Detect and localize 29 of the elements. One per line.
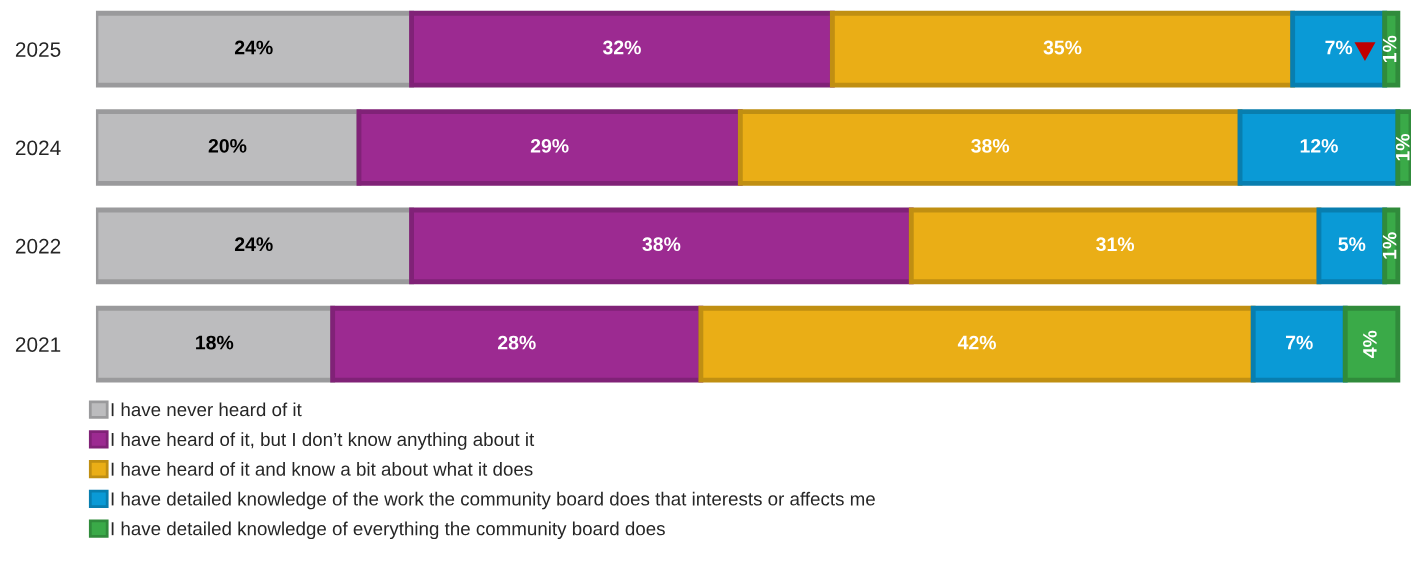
- data-label: 7%: [1325, 40, 1353, 55]
- data-label: 18%: [196, 335, 234, 350]
- data-label: 1%: [1382, 232, 1397, 259]
- data-label: 1%: [1395, 133, 1410, 161]
- y-tick-label: 2025: [15, 42, 61, 57]
- legend-label: I have detailed knowledge of the work the community board does that interests or affects me: [111, 491, 875, 510]
- data-label: 1%: [1382, 35, 1397, 62]
- data-label: 5%: [1338, 237, 1366, 252]
- data-label: 42%: [957, 335, 996, 350]
- data-label: 7%: [1286, 335, 1313, 350]
- legend-label: I have detailed knowledge of everything the community board does: [111, 521, 665, 540]
- data-label: 31%: [1096, 237, 1135, 252]
- data-label: 38%: [642, 237, 681, 252]
- y-tick-label: 2024: [15, 140, 61, 156]
- data-label: 35%: [1043, 40, 1082, 55]
- y-tick-label: 2021: [15, 337, 61, 352]
- data-label: 32%: [602, 40, 641, 55]
- legend-label: I have heard of it, but I don’t know anything about it: [111, 432, 535, 450]
- y-tick-label: 2022: [15, 238, 61, 254]
- data-label: 20%: [208, 138, 247, 153]
- data-label: 24%: [234, 40, 273, 55]
- data-label: 38%: [971, 138, 1010, 153]
- data-label: 28%: [497, 335, 536, 350]
- legend-label: I have never heard of it: [111, 402, 302, 417]
- data-label: 12%: [1300, 138, 1338, 153]
- data-label: 4%: [1363, 330, 1377, 358]
- data-label: 24%: [234, 237, 273, 252]
- data-label: 29%: [530, 138, 569, 153]
- legend-label: I have heard of it and know a bit about what it does: [111, 462, 533, 476]
